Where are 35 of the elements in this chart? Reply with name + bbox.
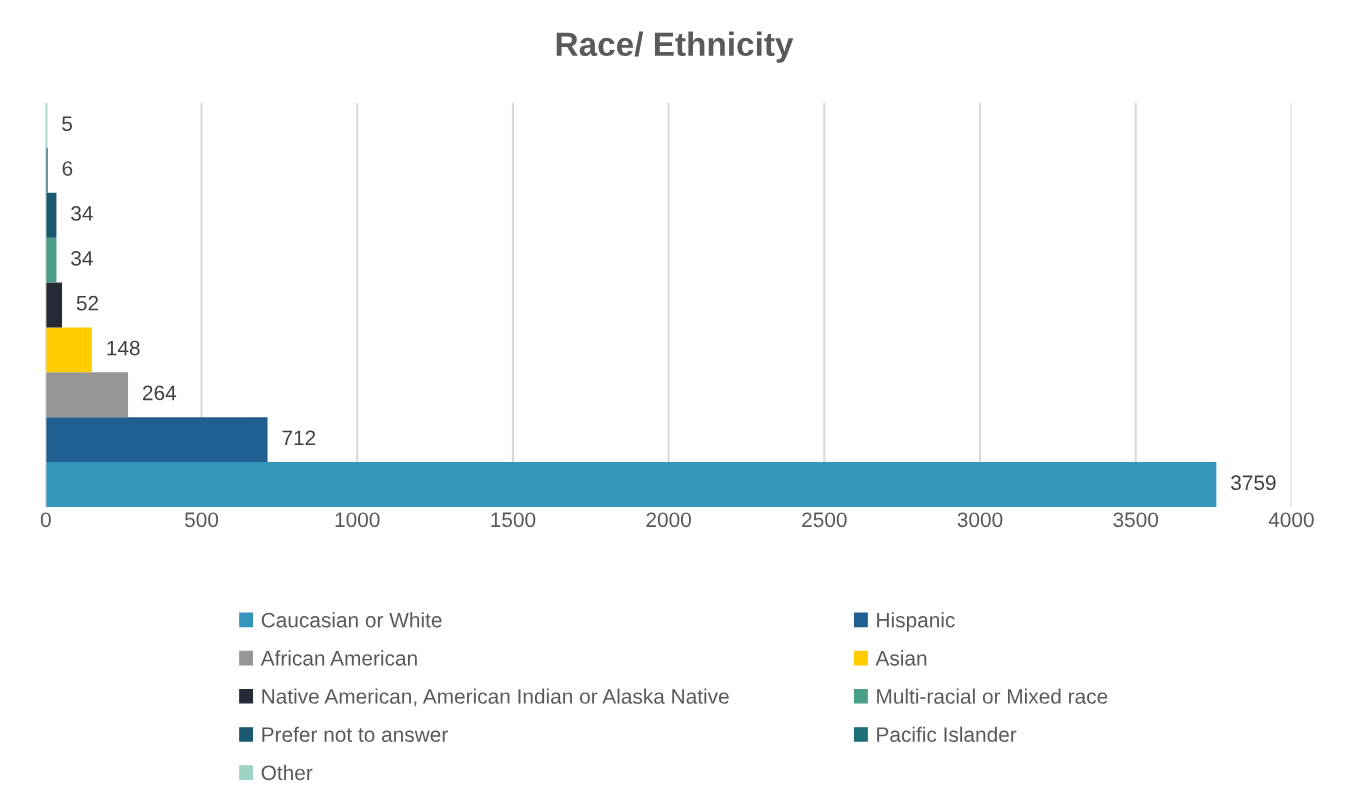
bar <box>45 192 57 238</box>
bar <box>45 462 1217 507</box>
x-tick-label: 2500 <box>802 512 847 528</box>
legend-label: Native American, American Indian or Alaska Native <box>262 688 729 707</box>
data-label: 5 <box>62 116 72 131</box>
data-label: 148 <box>107 340 140 356</box>
data-label: 3759 <box>1231 475 1276 491</box>
data-label: 52 <box>76 295 99 311</box>
data-label: 712 <box>282 430 316 446</box>
x-tick-label: 3000 <box>957 512 1003 528</box>
legend-label: Hispanic <box>877 612 955 632</box>
legend-label: Multi-racial or Mixed race <box>877 688 1108 704</box>
x-tick-label: 2000 <box>646 512 691 528</box>
x-tick-label: 4000 <box>1268 512 1314 528</box>
data-label: 34 <box>71 206 93 221</box>
data-label: 34 <box>71 250 93 266</box>
x-tick-label: 500 <box>184 512 219 528</box>
x-tick-label: 1500 <box>491 512 536 528</box>
chart-title: Race/ Ethnicity <box>556 31 794 63</box>
legend-label: Other <box>261 764 313 781</box>
data-label: 264 <box>142 385 177 401</box>
bar <box>45 417 268 463</box>
legend-label: African American <box>260 650 417 666</box>
legend-label: Prefer not to answer <box>262 726 448 742</box>
bar <box>45 372 129 418</box>
data-label: 6 <box>62 161 73 176</box>
x-tick-label: 3500 <box>1113 512 1159 528</box>
legend-label: Caucasian or White <box>261 612 442 628</box>
bar <box>45 237 57 283</box>
x-tick-label: 1000 <box>335 512 380 528</box>
legend-label: Pacific Islander <box>877 726 1017 742</box>
bar <box>45 282 63 328</box>
legend-label: Asian <box>875 650 927 666</box>
bar <box>45 327 92 373</box>
x-tick-label: 0 <box>40 512 51 528</box>
